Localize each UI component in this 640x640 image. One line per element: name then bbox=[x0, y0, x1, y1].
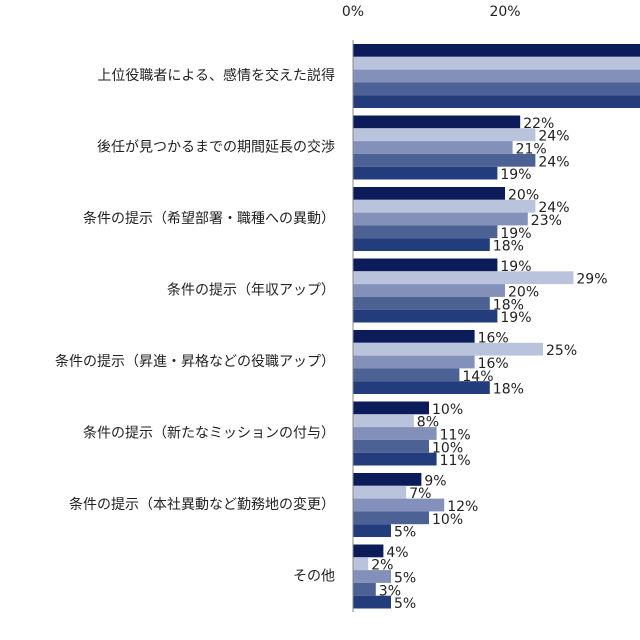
bar bbox=[353, 309, 498, 323]
value-label: 11% bbox=[440, 428, 471, 444]
bar bbox=[353, 56, 640, 70]
bar bbox=[353, 166, 498, 180]
value-label: 10% bbox=[432, 512, 463, 528]
value-label: 22% bbox=[523, 116, 554, 132]
x-tick-label: 0% bbox=[342, 4, 364, 20]
value-label: 10% bbox=[432, 440, 463, 456]
bar bbox=[353, 342, 543, 356]
value-label: 12% bbox=[447, 499, 478, 515]
category-label: 上位役職者による、感情を交えた説得 bbox=[97, 67, 335, 84]
bar bbox=[353, 199, 536, 213]
value-label: 25% bbox=[546, 343, 577, 359]
value-label: 5% bbox=[394, 525, 416, 541]
bar bbox=[353, 524, 391, 537]
bar bbox=[353, 355, 475, 369]
bar bbox=[353, 452, 437, 466]
value-label: 19% bbox=[500, 259, 531, 275]
value-label: 18% bbox=[493, 382, 524, 398]
bar bbox=[353, 258, 498, 272]
value-label: 20% bbox=[508, 187, 539, 203]
value-label: 23% bbox=[531, 213, 562, 229]
value-label: 14% bbox=[462, 369, 493, 385]
bar bbox=[353, 582, 376, 596]
value-label: 11% bbox=[440, 453, 471, 469]
value-label: 19% bbox=[500, 310, 531, 326]
category-label: 後任が見つかるまでの期間延長の交渉 bbox=[97, 139, 335, 156]
value-label: 5% bbox=[394, 571, 416, 587]
bar bbox=[353, 128, 536, 142]
bar bbox=[353, 570, 391, 583]
bar bbox=[353, 557, 369, 571]
value-label: 9% bbox=[424, 473, 446, 489]
category-label: その他 bbox=[293, 569, 335, 585]
category-label: 条件の提示（本社異動など勤務地の変更） bbox=[69, 496, 335, 513]
bar bbox=[353, 511, 429, 525]
value-label: 24% bbox=[538, 154, 569, 170]
value-label: 19% bbox=[500, 226, 531, 242]
bar bbox=[353, 414, 414, 428]
bar bbox=[353, 498, 445, 512]
bar bbox=[353, 115, 521, 129]
bar bbox=[353, 44, 640, 57]
bar bbox=[353, 141, 513, 154]
bar bbox=[353, 95, 640, 108]
bar bbox=[353, 153, 536, 167]
value-label: 3% bbox=[379, 583, 401, 599]
bar bbox=[353, 368, 460, 382]
category-label: 条件の提示（新たなミッションの付与） bbox=[83, 425, 335, 442]
bar bbox=[353, 330, 475, 343]
value-label: 18% bbox=[493, 239, 524, 255]
bar bbox=[353, 381, 490, 394]
bar bbox=[353, 544, 384, 558]
value-label: 7% bbox=[409, 486, 431, 502]
value-label: 4% bbox=[386, 545, 408, 561]
bar bbox=[353, 271, 574, 285]
value-label: 19% bbox=[500, 167, 531, 183]
bar bbox=[353, 212, 528, 226]
bar bbox=[353, 238, 490, 251]
category-label: 条件の提示（希望部署・職種への異動） bbox=[83, 210, 335, 227]
bar bbox=[353, 401, 429, 415]
value-label: 18% bbox=[493, 297, 524, 313]
value-label: 24% bbox=[538, 129, 569, 145]
x-tick-label: 20% bbox=[489, 4, 520, 20]
value-label: 16% bbox=[478, 356, 509, 372]
bar bbox=[353, 187, 505, 200]
value-label: 10% bbox=[432, 402, 463, 418]
value-label: 2% bbox=[371, 558, 393, 574]
value-label: 20% bbox=[508, 285, 539, 301]
value-label: 16% bbox=[478, 330, 509, 346]
value-label: 29% bbox=[576, 272, 607, 288]
value-label: 24% bbox=[538, 200, 569, 216]
category-label: 条件の提示（年収アップ） bbox=[167, 282, 335, 299]
category-label: 条件の提示（昇進・昇格などの役職アップ） bbox=[55, 353, 335, 370]
bar bbox=[353, 69, 640, 83]
value-label: 5% bbox=[394, 596, 416, 612]
value-label: 8% bbox=[417, 415, 439, 431]
bar bbox=[353, 225, 498, 239]
bar bbox=[353, 595, 391, 609]
bar bbox=[353, 473, 422, 486]
bar bbox=[353, 284, 505, 297]
bar bbox=[353, 439, 429, 453]
bar bbox=[353, 485, 407, 499]
bar bbox=[353, 82, 640, 96]
bar bbox=[353, 296, 490, 310]
value-label: 21% bbox=[516, 142, 547, 158]
bar bbox=[353, 427, 437, 440]
